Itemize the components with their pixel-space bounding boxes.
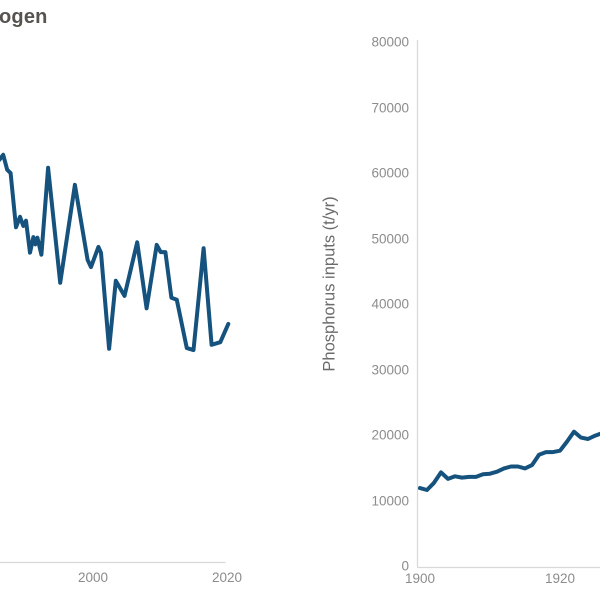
left-chart-title-fragment: ogen [0,6,48,28]
right-chart-y-tick-60000: 60000 [371,165,409,181]
right-chart-y-tick-10000: 10000 [371,493,409,508]
right-chart-y-tick-40000: 40000 [371,296,409,312]
right-chart-x-tick-1920: 1920 [544,571,576,586]
right-chart-y-axis-title: Phosphorus inputs (t/yr) [320,196,339,372]
left-chart-x-tick-2000: 2000 [77,570,109,585]
right-chart-axes [416,40,600,569]
right-chart-y-tick-20000: 20000 [371,427,409,443]
right-chart-polyline [418,429,600,492]
right-chart-x-tick-1900: 1900 [404,571,436,586]
right-chart-y-tick-30000: 30000 [371,362,409,378]
right-chart-y-tick-80000: 80000 [371,34,409,50]
right-chart-line-series [418,429,600,492]
right-chart-y-tick-70000: 70000 [371,100,409,116]
left-chart-x-tick-2020: 2020 [211,570,243,585]
right-chart-y-tick-50000: 50000 [371,231,409,247]
left-chart-line-series [0,152,231,353]
left-chart-polyline [0,152,231,353]
right-chart-y-tick-0: 0 [401,558,409,574]
